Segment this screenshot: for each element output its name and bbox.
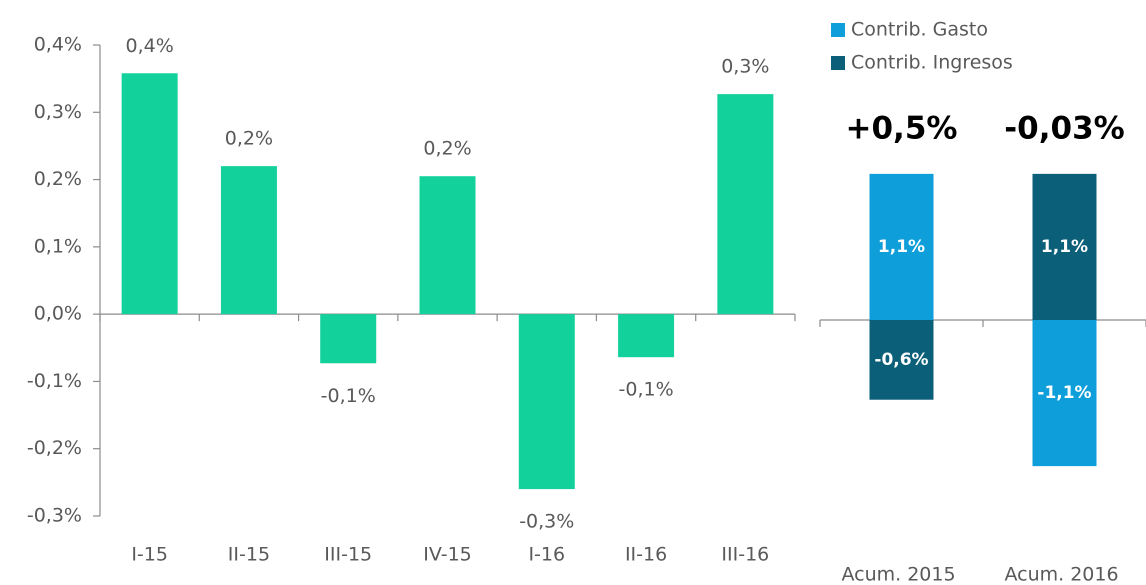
x-tick-label: Acum. 2016 xyxy=(1004,564,1118,585)
bar-segment xyxy=(1032,173,1097,320)
value-label: -0,1% xyxy=(321,385,376,407)
y-tick-label: -0,2% xyxy=(27,437,82,459)
legend-label: Contrib. Gasto xyxy=(851,19,988,41)
bar xyxy=(518,314,575,490)
x-tick-label: IV-15 xyxy=(423,544,472,566)
value-label: 0,3% xyxy=(721,56,769,78)
value-label: -0,3% xyxy=(519,511,574,533)
value-label: -0,6% xyxy=(874,350,928,370)
x-tick-label: II-15 xyxy=(228,544,270,566)
bar xyxy=(220,166,277,315)
value-label: 1,1% xyxy=(1041,237,1088,257)
y-tick-label: 0,1% xyxy=(34,235,82,257)
value-label: 0,4% xyxy=(126,35,174,57)
x-tick-label: III-15 xyxy=(324,544,372,566)
x-tick-label: I-15 xyxy=(131,544,168,566)
y-tick-label: -0,1% xyxy=(27,370,82,392)
y-tick-label: 0,3% xyxy=(34,101,82,123)
bar-segment xyxy=(869,320,934,400)
value-label: 0,2% xyxy=(225,128,273,150)
legend-label: Contrib. Ingresos xyxy=(851,52,1013,74)
y-tick-label: -0,3% xyxy=(27,505,82,527)
x-tick-label: III-16 xyxy=(721,544,769,566)
bar-segment xyxy=(1032,320,1097,467)
annotation: -0,03% xyxy=(1004,110,1124,146)
x-tick-label: II-16 xyxy=(625,544,667,566)
legend-swatch xyxy=(831,23,845,37)
bar xyxy=(618,314,675,358)
value-label: -0,1% xyxy=(619,379,674,401)
y-tick-label: 0,4% xyxy=(34,34,82,56)
bar xyxy=(121,73,178,315)
value-label: 1,1% xyxy=(878,237,925,257)
bar xyxy=(717,94,774,315)
bar-segment xyxy=(869,173,934,320)
bar xyxy=(320,314,377,364)
y-tick-label: 0,2% xyxy=(34,168,82,190)
value-label: -1,1% xyxy=(1037,383,1091,403)
legend-swatch xyxy=(831,56,845,70)
annotation: +0,5% xyxy=(846,110,958,146)
x-tick-label: I-16 xyxy=(528,544,565,566)
x-tick-label: Acum. 2015 xyxy=(841,564,955,585)
bar xyxy=(419,176,476,315)
y-tick-label: 0,0% xyxy=(34,303,82,325)
value-label: 0,2% xyxy=(423,138,471,160)
